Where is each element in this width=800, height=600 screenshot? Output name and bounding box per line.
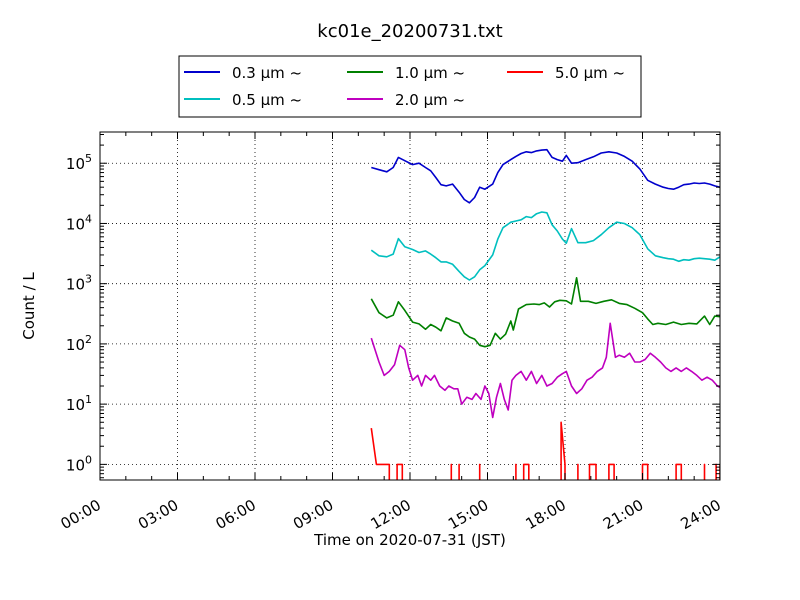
y-tick-label: 105: [66, 152, 92, 173]
y-tick-label: 103: [66, 273, 92, 294]
legend-label: 2.0 μm ~: [395, 91, 465, 109]
y-axis-label: Count / L: [20, 272, 38, 340]
x-tick-label: 09:00: [290, 496, 336, 533]
legend: 0.3 μm ~ 0.5 μm ~ 1.0 μm ~ 2.0 μm ~ 5.0 μm ~: [178, 55, 642, 118]
legend-box: [178, 55, 642, 118]
series-line-4: [370, 421, 720, 480]
plot-area: [370, 148, 720, 480]
series-line-0: [371, 148, 720, 204]
y-axis: 100 101 102 103 104 105: [66, 133, 720, 479]
x-tick-label: 00:00: [58, 496, 104, 533]
legend-label: 1.0 μm ~: [395, 64, 465, 82]
x-axis-label: Time on 2020-07-31 (JST): [313, 531, 506, 549]
legend-label: 0.3 μm ~: [232, 64, 302, 82]
y-tick-label: 100: [66, 453, 92, 474]
x-axis: 00:00 03:00 06:00 09:00 12:00 15:00 18:00 21:00…: [58, 132, 724, 533]
x-tick-label: 06:00: [213, 496, 259, 533]
x-tick-label: 21:00: [600, 496, 646, 533]
series-line-2: [370, 277, 720, 348]
x-tick-label: 12:00: [368, 496, 414, 533]
grid: [100, 132, 720, 480]
legend-label: 0.5 μm ~: [232, 91, 302, 109]
legend-label: 5.0 μm ~: [555, 64, 625, 82]
y-tick-label: 101: [66, 393, 92, 414]
series-line-1: [370, 211, 720, 281]
y-tick-label: 102: [66, 333, 92, 354]
x-tick-label: 24:00: [678, 496, 724, 533]
series-line-3: [370, 322, 720, 419]
y-tick-label: 104: [66, 212, 92, 233]
chart-title: kc01e_20200731.txt: [317, 21, 502, 42]
x-tick-label: 18:00: [523, 496, 569, 533]
x-tick-label: 03:00: [135, 496, 181, 533]
x-tick-label: 15:00: [445, 496, 491, 533]
